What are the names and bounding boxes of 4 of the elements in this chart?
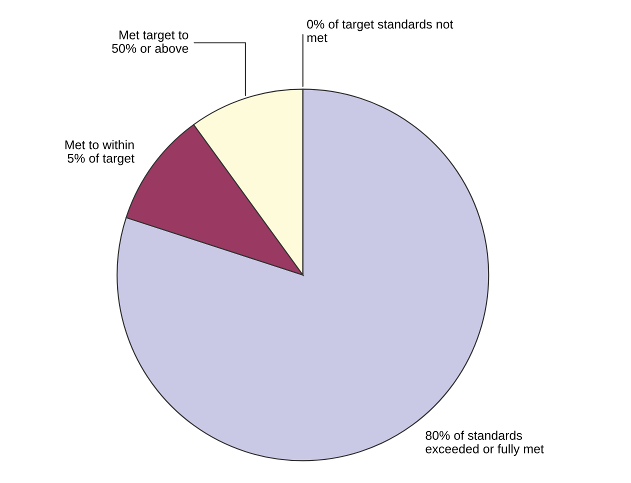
slice-label: 80% of standards exceeded or fully met <box>426 430 544 456</box>
slice-label: Met to within 5% of target <box>65 140 134 166</box>
slice-label: Met target to 50% or above <box>112 30 188 53</box>
category-label: 0% of target standards not met <box>307 19 454 42</box>
